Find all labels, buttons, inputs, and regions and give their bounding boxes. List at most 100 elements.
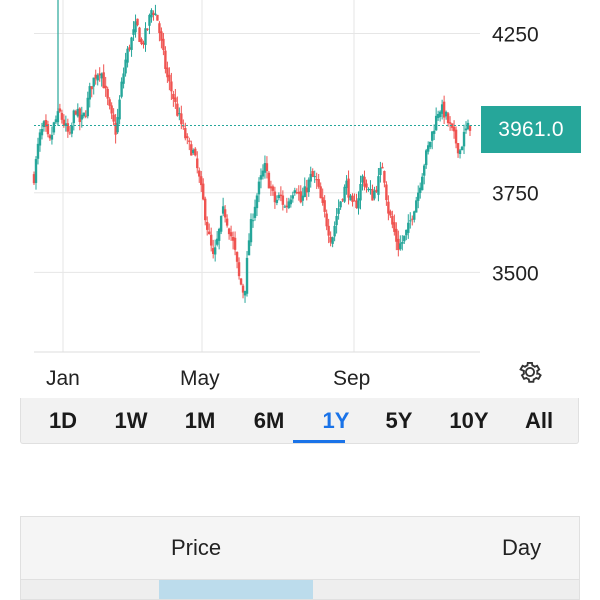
range-tab-1m[interactable]: 1M <box>184 408 216 433</box>
candle-body <box>411 218 414 220</box>
range-tab-5y[interactable]: 5Y <box>385 408 413 433</box>
candle-body <box>94 74 97 79</box>
candle-body <box>291 195 295 199</box>
candle-body <box>375 189 378 192</box>
candle-body <box>140 39 143 44</box>
candle-body <box>78 108 81 123</box>
candle-body <box>174 97 177 102</box>
candle-body <box>387 201 390 214</box>
candle-body <box>353 200 356 202</box>
candle-body <box>82 112 85 117</box>
candle-body <box>271 186 275 191</box>
candle-body <box>192 149 195 153</box>
candle-body <box>347 178 350 198</box>
candle-body <box>118 99 121 120</box>
candle-body <box>58 108 62 112</box>
candle-body <box>249 219 253 243</box>
candle-body <box>357 198 360 209</box>
price-chart[interactable]: 4250 3750 3500 Jan May Sep <box>0 0 600 398</box>
candle-body <box>413 211 416 220</box>
chart-area[interactable]: 4250 3750 3500 Jan May Sep 3961.0 <box>0 0 600 398</box>
price-column-header[interactable]: Price <box>171 535 222 560</box>
range-tab-1d[interactable]: 1D <box>48 408 78 433</box>
candle-body <box>323 200 326 212</box>
candle-body <box>345 180 348 189</box>
candle-body <box>464 128 468 131</box>
candle-body <box>98 73 101 76</box>
candle-body <box>432 130 436 134</box>
range-tab-all[interactable]: All <box>524 408 554 433</box>
candle-body <box>215 238 219 245</box>
candle-body <box>401 241 404 244</box>
candle-body <box>196 158 199 169</box>
candle-body <box>114 122 117 135</box>
candle-body <box>269 186 273 189</box>
candle-body <box>52 122 56 133</box>
candle-body <box>213 247 217 255</box>
candle-body <box>148 14 151 26</box>
candle-body <box>409 220 412 222</box>
y-tick-label: 3500 <box>492 262 539 285</box>
candle-body <box>134 21 137 33</box>
candle-body <box>34 159 38 183</box>
day-column-header[interactable]: Day <box>502 535 542 560</box>
candle-body <box>48 135 52 139</box>
candle-body <box>178 113 181 115</box>
candle-body <box>351 195 354 202</box>
candle-body <box>90 86 93 90</box>
range-tab-1y[interactable]: 1Y <box>322 408 350 433</box>
candle-body <box>176 103 179 116</box>
candle-body <box>60 112 64 120</box>
candle-body <box>221 206 225 214</box>
candle-body <box>50 134 54 140</box>
candle-body <box>126 48 129 63</box>
candle-body <box>415 200 418 213</box>
candle-body <box>417 192 420 201</box>
candle-body <box>273 191 277 203</box>
gear-icon[interactable] <box>516 358 544 386</box>
candle-body <box>279 194 283 197</box>
candle-body <box>42 121 46 128</box>
candle-body <box>198 170 201 177</box>
candle-body <box>128 47 131 50</box>
candle-body <box>317 179 320 187</box>
candle-body <box>426 145 430 152</box>
candle-body <box>355 200 358 208</box>
candle-body <box>367 188 370 191</box>
range-tab-10y[interactable]: 10Y <box>449 408 489 433</box>
candle-body <box>46 124 50 135</box>
range-tab-6m[interactable]: 6M <box>253 408 285 433</box>
candle-body <box>462 131 466 147</box>
candle-body <box>184 127 187 139</box>
candle-body <box>333 225 336 237</box>
candle-body <box>92 77 95 87</box>
candle-body <box>132 29 135 35</box>
candle-body <box>241 285 245 293</box>
candle-body <box>369 189 372 191</box>
candle-body <box>309 173 312 182</box>
candle-body <box>287 201 291 209</box>
candle-body <box>456 143 460 154</box>
candle-body <box>267 172 271 189</box>
candle-body <box>359 183 362 201</box>
candle-body <box>311 171 314 177</box>
candle-body <box>377 176 380 195</box>
candle-body <box>454 129 458 144</box>
candle-body <box>391 216 394 225</box>
candle-body <box>120 81 123 97</box>
candle-body <box>164 50 167 69</box>
candle-body <box>144 28 147 45</box>
candle-body <box>313 176 316 178</box>
candle-body <box>395 228 398 242</box>
candle-body <box>68 132 72 134</box>
candle-body <box>162 38 165 51</box>
candle-body <box>217 228 221 241</box>
candle-body <box>399 243 402 250</box>
table-row[interactable] <box>21 579 579 599</box>
candle-body <box>339 201 342 208</box>
candle-body <box>305 187 308 193</box>
candle-body <box>150 10 153 18</box>
range-tab-1w[interactable]: 1W <box>114 408 148 433</box>
candle-body <box>102 72 105 89</box>
selected-cell[interactable] <box>159 580 313 599</box>
